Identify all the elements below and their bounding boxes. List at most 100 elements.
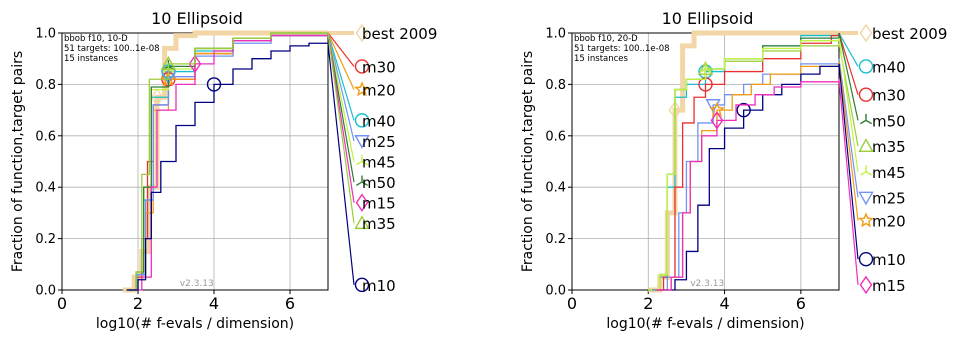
series-m15: m15: [655, 79, 906, 295]
legend-label: m30: [362, 58, 396, 76]
x-axis-label: log10(# f-evals / dimension): [606, 316, 804, 332]
legend-marker: [354, 215, 370, 230]
series-m20: m20: [655, 61, 906, 291]
version-label: v2.3.13: [690, 279, 724, 289]
series-m45: m45: [648, 38, 906, 291]
legend-marker: [859, 275, 873, 295]
instance-annotation: bbob f10, 20-D: [574, 34, 638, 44]
legend-marker: [355, 175, 369, 186]
legend-connector: [838, 61, 859, 221]
legend-label: m45: [362, 154, 396, 172]
legend-connector: [327, 32, 355, 121]
legend-marker: [858, 251, 874, 267]
series-marker: [188, 54, 202, 74]
instance-annotation: 15 instances: [64, 54, 119, 64]
legend-label: m20: [362, 82, 396, 100]
chart-title: 10 Ellipsoid: [151, 9, 243, 28]
legend-marker: [859, 165, 873, 176]
series-line: [655, 79, 840, 291]
y-axis-label: Fraction of function,target pairs: [10, 51, 26, 272]
legend-connector: [838, 63, 859, 260]
instance-annotation: 51 targets: 100..1e-08: [574, 44, 670, 54]
legend-connector: [838, 32, 859, 67]
legend-marker: [355, 193, 369, 212]
legend-connector: [838, 32, 859, 121]
y-tick-label: 0.6: [35, 129, 56, 144]
legend-marker: [859, 113, 873, 125]
instance-annotation: bbob f10, 10-D: [64, 34, 128, 44]
y-tick-label: 0.4: [35, 181, 56, 196]
x-tick-label: 4: [209, 294, 219, 313]
series-marker: [160, 55, 177, 70]
series-line: [126, 32, 328, 291]
legend-marker: [354, 135, 370, 149]
chart-panel-2: 0 2 4 6 0.0 0.2 0.4 0.6 0.8 1.0 10 Ellipsoid log10(…: [520, 9, 947, 332]
legend-marker: [355, 155, 369, 166]
x-tick-label: 2: [643, 294, 653, 313]
legend-label: m45: [872, 164, 906, 182]
legend-label: m40: [872, 58, 906, 76]
legend-marker: [858, 59, 874, 74]
x-tick-label: 4: [719, 294, 729, 313]
series-line: [126, 42, 328, 291]
series-marker: [710, 111, 724, 130]
series-m35: m35: [126, 32, 396, 291]
legend-marker: [354, 59, 370, 74]
legend-label: m50: [872, 112, 906, 130]
x-axis-label: log10(# f-evals / dimension): [96, 316, 294, 332]
legend-label: m15: [872, 277, 906, 295]
series-marker: [699, 62, 712, 73]
legend-connector: [327, 32, 355, 224]
instance-annotation: 51 targets: 100..1e-08: [64, 44, 160, 54]
x-tick-label: 6: [796, 294, 806, 313]
chart-title: 10 Ellipsoid: [662, 9, 754, 28]
y-tick-label: 0.2: [35, 232, 56, 247]
legend-marker: [354, 81, 370, 97]
legend-marker: [858, 191, 874, 206]
legend-marker: [859, 23, 873, 43]
y-tick-label: 0.2: [545, 232, 566, 247]
version-label: v2.3.13: [180, 279, 214, 289]
legend-connector: [327, 32, 355, 90]
chart-panel-1: 0 2 4 6 0.0 0.2 0.4 0.6 0.8 1.0 10 Ellipsoid log10(…: [10, 9, 437, 332]
x-tick-label: 2: [133, 294, 143, 313]
x-tick-label: 0: [57, 294, 67, 313]
series-line: [652, 33, 840, 291]
y-tick-label: 0.0: [35, 284, 56, 299]
legend-marker: [355, 23, 369, 43]
y-tick-label: 0.0: [545, 284, 566, 299]
legend-label: best 2009: [872, 25, 947, 43]
legend-label: m40: [362, 112, 396, 130]
series-line: [648, 38, 840, 291]
legend-marker: [858, 138, 874, 152]
legend-marker: [858, 212, 874, 228]
legend-label: m10: [362, 277, 396, 295]
x-tick-label: 6: [285, 294, 295, 313]
y-tick-label: 1.0: [545, 27, 566, 42]
y-tick-label: 0.6: [545, 129, 566, 144]
legend-marker: [858, 87, 874, 102]
y-tick-label: 0.8: [35, 78, 56, 93]
legend-marker: [354, 277, 370, 293]
legend-label: m35: [872, 138, 906, 156]
legend-label: m30: [872, 87, 906, 105]
legend-connector: [838, 38, 859, 172]
legend-connector: [327, 43, 355, 285]
legend-label: m20: [872, 213, 906, 231]
series-m10: m10: [126, 42, 396, 295]
legend-connector: [838, 79, 859, 285]
x-tick-label: 0: [567, 294, 577, 313]
legend-label: m10: [872, 251, 906, 269]
y-tick-label: 0.8: [545, 78, 566, 93]
legend-connector: [838, 58, 859, 198]
legend-connector: [327, 32, 355, 142]
legend-marker: [354, 113, 370, 128]
legend-label: m15: [362, 195, 396, 213]
legend-connector: [327, 32, 355, 67]
legend-label: m25: [872, 189, 906, 207]
legend-label: m35: [362, 215, 396, 233]
series-line: [130, 33, 329, 291]
series-marker: [206, 77, 222, 92]
legend-label: m50: [362, 174, 396, 192]
